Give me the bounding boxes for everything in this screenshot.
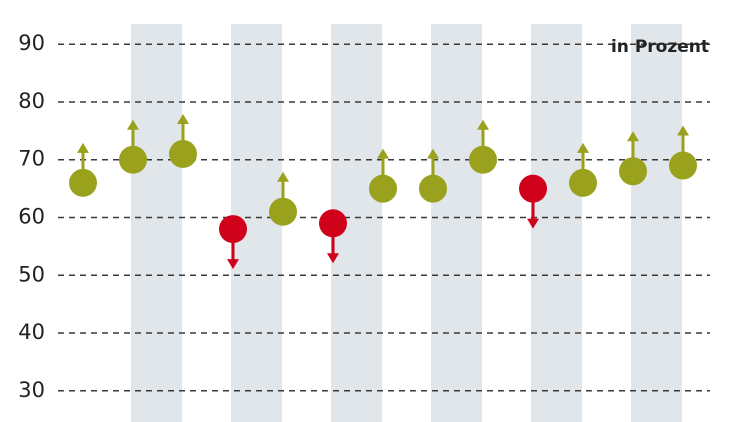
y-tick-label: 50 xyxy=(18,262,45,286)
trend-arrow-head xyxy=(277,171,289,182)
data-point xyxy=(669,151,697,180)
trend-arrow-head xyxy=(427,148,439,159)
data-point xyxy=(469,145,497,174)
column-shade xyxy=(631,24,682,422)
data-point xyxy=(619,157,647,186)
data-point xyxy=(319,209,347,238)
chart-title: in Prozent xyxy=(611,37,709,57)
data-point xyxy=(69,168,97,197)
column-shade xyxy=(131,24,182,422)
y-tick-label: 80 xyxy=(18,89,45,113)
y-tick-label: 40 xyxy=(18,320,45,344)
trend-arrow-head xyxy=(577,142,589,153)
trend-arrow-head xyxy=(227,259,239,270)
data-point xyxy=(269,197,297,226)
column-shade xyxy=(531,24,582,422)
y-tick-label: 90 xyxy=(18,31,45,55)
trend-arrow-head xyxy=(527,218,539,229)
y-tick-label: 60 xyxy=(18,205,45,229)
data-point xyxy=(569,168,597,197)
trend-arrow-head xyxy=(177,113,189,124)
trend-arrow-head xyxy=(327,253,339,264)
trend-arrow-head xyxy=(677,125,689,136)
y-tick-label: 70 xyxy=(18,147,45,171)
y-tick-label: 30 xyxy=(18,378,45,402)
data-point xyxy=(519,174,547,203)
data-point xyxy=(119,145,147,174)
data-point xyxy=(419,174,447,203)
trend-arrow-head xyxy=(77,142,89,153)
data-point xyxy=(219,215,247,244)
data-point xyxy=(169,139,197,168)
trend-arrow-head xyxy=(377,148,389,159)
column-shade xyxy=(431,24,482,422)
trend-arrow-head xyxy=(477,119,489,130)
trend-arrow-head xyxy=(627,131,639,142)
data-point xyxy=(369,174,397,203)
trend-arrow-head xyxy=(127,119,139,130)
